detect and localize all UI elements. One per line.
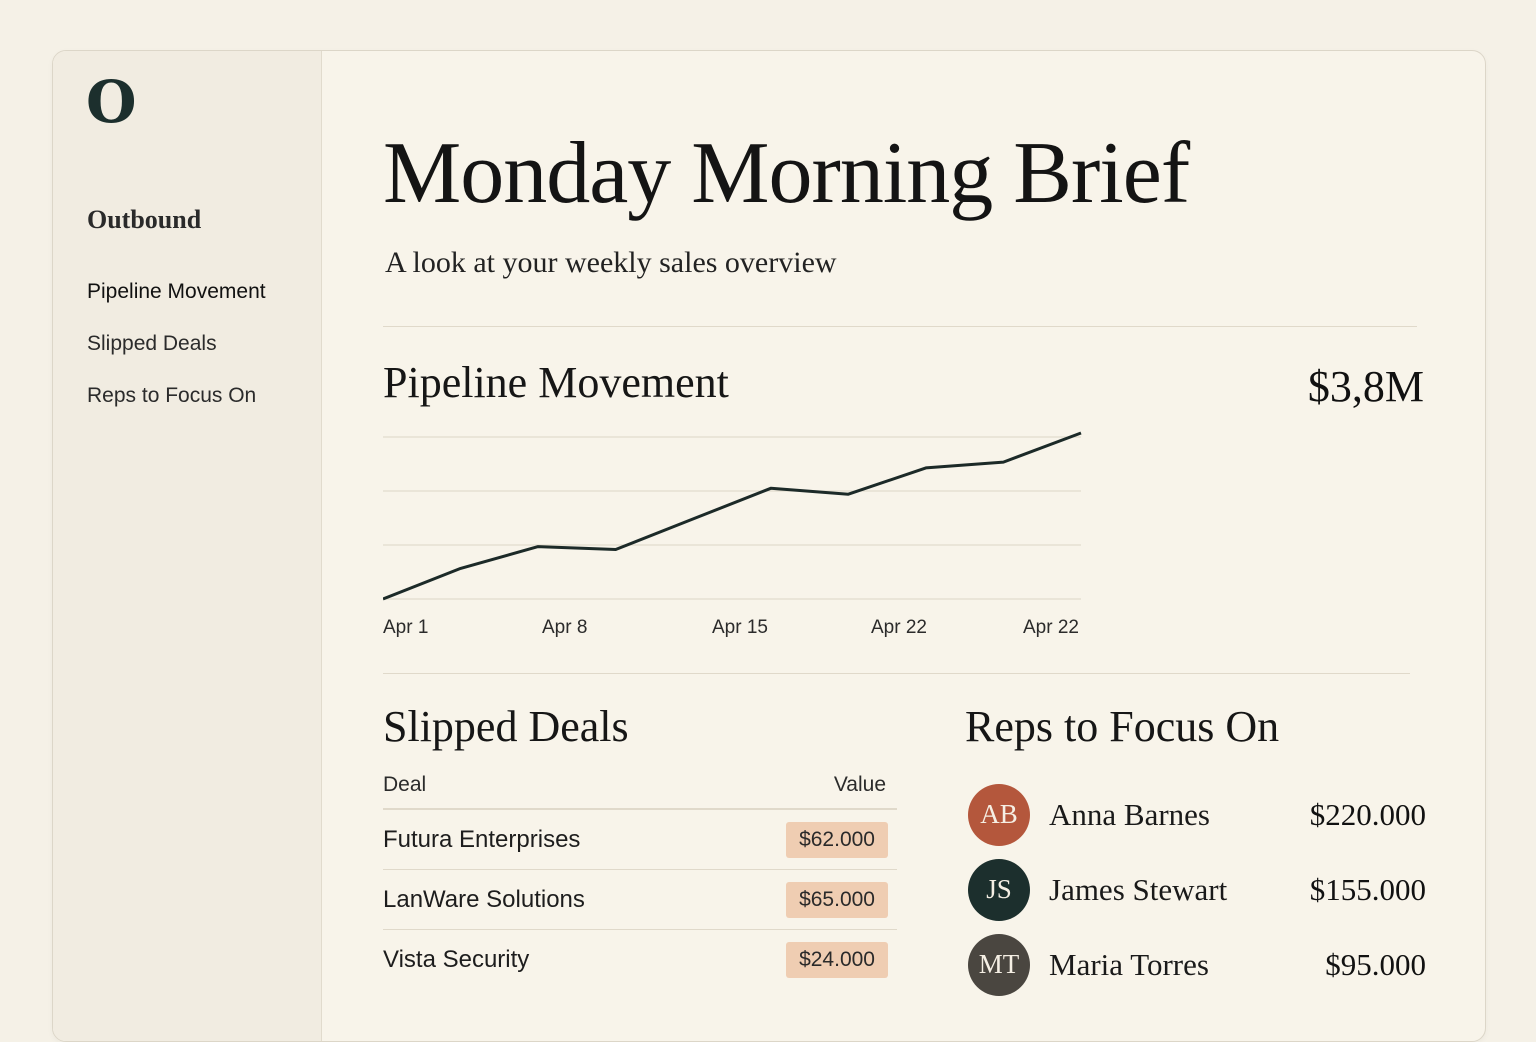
column-header-deal[interactable]: Deal: [383, 773, 427, 796]
rep-name: Anna Barnes: [1049, 796, 1210, 832]
x-tick-label: Apr 1: [383, 617, 428, 638]
table-row[interactable]: Vista Security $24.000: [383, 930, 897, 989]
sidebar-item-reps-to-focus-on[interactable]: Reps to Focus On: [87, 384, 257, 407]
table-row[interactable]: Futura Enterprises $62.000: [383, 810, 897, 870]
rep-name: James Stewart: [1049, 871, 1228, 907]
slipped-deals-table: Deal Value Futura Enterprises $62.000 La…: [383, 773, 897, 989]
sidebar-section-title: Outbound: [87, 205, 202, 234]
list-item[interactable]: MT Maria Torres $95.000: [968, 927, 1426, 1002]
deal-name: LanWare Solutions: [383, 885, 585, 913]
main-content: Monday Morning Brief A look at your week…: [383, 51, 1485, 1041]
deal-name: Vista Security: [383, 945, 530, 973]
x-tick-label: Apr 15: [712, 617, 768, 638]
reps-list: AB Anna Barnes $220.000 JS James Stewart…: [968, 777, 1426, 1002]
deal-value-badge: $65.000: [786, 881, 888, 918]
divider: [383, 673, 1410, 674]
divider: [383, 326, 1417, 327]
deal-name: Futura Enterprises: [383, 825, 581, 853]
column-header-value[interactable]: Value: [833, 773, 886, 796]
list-item[interactable]: AB Anna Barnes $220.000: [968, 777, 1426, 852]
x-tick-label: Apr 8: [542, 617, 587, 638]
sidebar-item-pipeline-movement[interactable]: Pipeline Movement: [87, 280, 266, 303]
page-title: Monday Morning Brief: [383, 125, 1190, 222]
table-header: Deal Value: [383, 773, 897, 810]
rep-name: Maria Torres: [1049, 946, 1209, 982]
deal-value-badge: $24.000: [786, 941, 888, 978]
app-window: O Outbound Pipeline Movement Slipped Dea…: [52, 50, 1486, 1042]
sidebar-item-slipped-deals[interactable]: Slipped Deals: [87, 332, 217, 355]
slipped-deals-heading: Slipped Deals: [383, 702, 629, 751]
avatar: AB: [968, 783, 1030, 846]
table-row[interactable]: LanWare Solutions $65.000: [383, 870, 897, 930]
pipeline-total-value: $3,8M: [1307, 362, 1424, 411]
avatar: MT: [968, 933, 1030, 996]
rep-value: $95.000: [1325, 946, 1426, 982]
rep-value: $155.000: [1309, 871, 1426, 907]
list-item[interactable]: JS James Stewart $155.000: [968, 852, 1426, 927]
x-tick-label: Apr 22: [871, 617, 927, 638]
avatar: JS: [968, 858, 1030, 921]
rep-value: $220.000: [1309, 796, 1426, 832]
x-tick-label: Apr 22: [1023, 617, 1079, 638]
pipeline-chart: Apr 1 Apr 8 Apr 15 Apr 22 Apr 22: [383, 431, 1082, 638]
pipeline-movement-heading: Pipeline Movement: [383, 358, 729, 407]
app-logo[interactable]: O: [86, 68, 137, 136]
series-line: [383, 431, 1082, 601]
deal-value-badge: $62.000: [786, 821, 888, 858]
page-subtitle: A look at your weekly sales overview: [385, 246, 837, 279]
sidebar: O Outbound Pipeline Movement Slipped Dea…: [53, 51, 322, 1041]
reps-to-focus-on-heading: Reps to Focus On: [965, 702, 1280, 751]
sidebar-nav: Pipeline Movement Slipped Deals Reps to …: [87, 279, 266, 435]
